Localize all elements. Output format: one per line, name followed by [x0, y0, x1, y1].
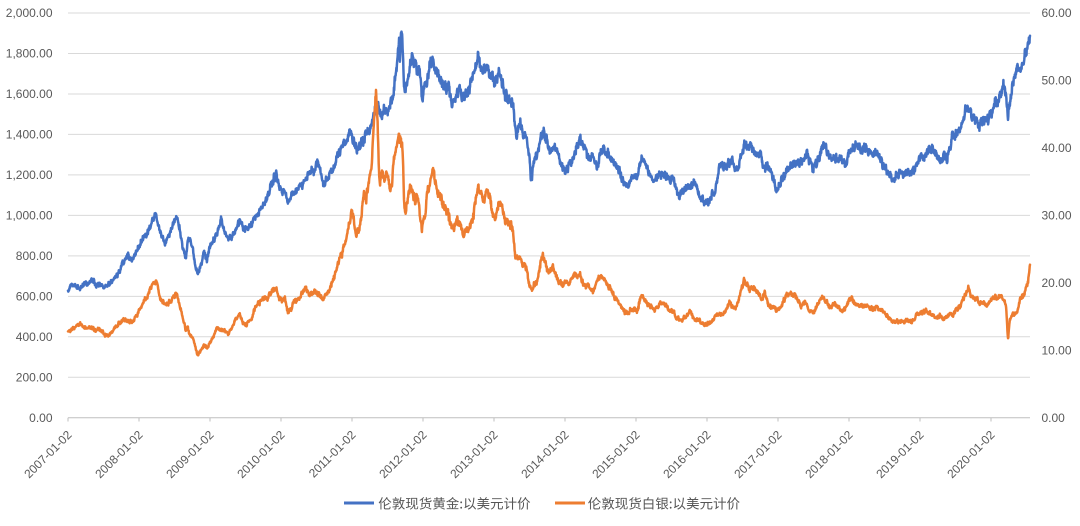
svg-text:30.00: 30.00: [1042, 209, 1072, 223]
svg-text:1,000.00: 1,000.00: [6, 209, 53, 223]
svg-text:200.00: 200.00: [16, 371, 53, 385]
svg-text:1,200.00: 1,200.00: [6, 168, 53, 182]
svg-text:1,600.00: 1,600.00: [6, 87, 53, 101]
svg-text:0.00: 0.00: [29, 411, 53, 425]
svg-text:50.00: 50.00: [1042, 74, 1072, 88]
svg-text:10.00: 10.00: [1042, 344, 1072, 358]
svg-text:600.00: 600.00: [16, 290, 53, 304]
svg-text:0.00: 0.00: [1042, 411, 1066, 425]
svg-text:60.00: 60.00: [1042, 6, 1072, 20]
svg-text:800.00: 800.00: [16, 249, 53, 263]
svg-text:2,000.00: 2,000.00: [6, 6, 53, 20]
svg-text:40.00: 40.00: [1042, 141, 1072, 155]
svg-text:1,800.00: 1,800.00: [6, 47, 53, 61]
svg-text:400.00: 400.00: [16, 330, 53, 344]
svg-text:1,400.00: 1,400.00: [6, 128, 53, 142]
svg-text:20.00: 20.00: [1042, 276, 1072, 290]
